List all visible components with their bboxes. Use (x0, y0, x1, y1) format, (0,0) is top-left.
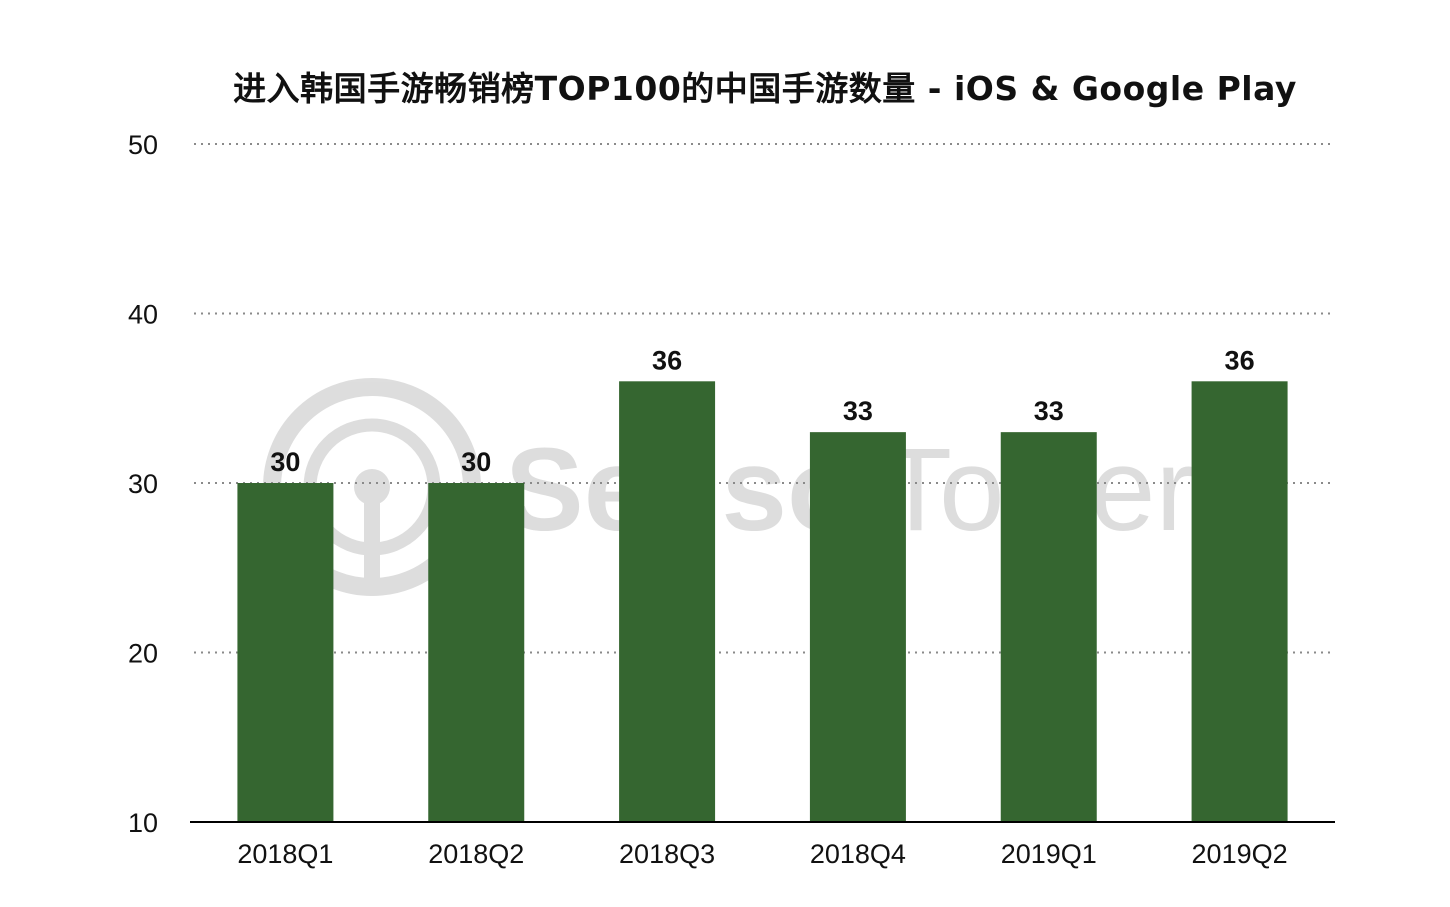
x-tick-label: 2018Q4 (810, 839, 906, 869)
y-tick-label: 40 (128, 300, 158, 330)
x-tick-label: 2018Q3 (619, 839, 715, 869)
data-label: 33 (1034, 396, 1064, 426)
watermark-logo-stem (364, 475, 380, 587)
bar (1000, 432, 1097, 822)
bar (237, 483, 334, 822)
x-tick-label: 2018Q1 (237, 839, 333, 869)
chart-title: 进入韩国手游畅销榜TOP100的中国手游数量 - iOS & Google Pl… (233, 69, 1297, 108)
y-tick-label: 30 (128, 469, 158, 499)
watermark-logo-dot (354, 469, 390, 505)
bar (428, 483, 525, 822)
x-tick-label: 2019Q2 (1192, 839, 1288, 869)
grid-lines (194, 143, 1335, 654)
bar (1191, 381, 1288, 822)
data-label: 33 (843, 396, 873, 426)
y-tick-label: 10 (128, 808, 158, 838)
bar (619, 381, 716, 822)
data-label: 36 (1225, 345, 1255, 375)
labels: 10 20 30 40 50 30 2018Q1 30 2018Q2 36 2018Q3 33 2018… (128, 130, 1288, 869)
y-tick-label: 50 (128, 130, 158, 160)
data-label: 36 (652, 345, 682, 375)
bar (809, 432, 906, 822)
y-tick-label: 20 (128, 639, 158, 669)
bars (237, 381, 1288, 822)
data-label: 30 (461, 447, 491, 477)
data-label: 30 (270, 447, 300, 477)
x-tick-label: 2019Q1 (1001, 839, 1097, 869)
x-tick-label: 2018Q2 (428, 839, 524, 869)
